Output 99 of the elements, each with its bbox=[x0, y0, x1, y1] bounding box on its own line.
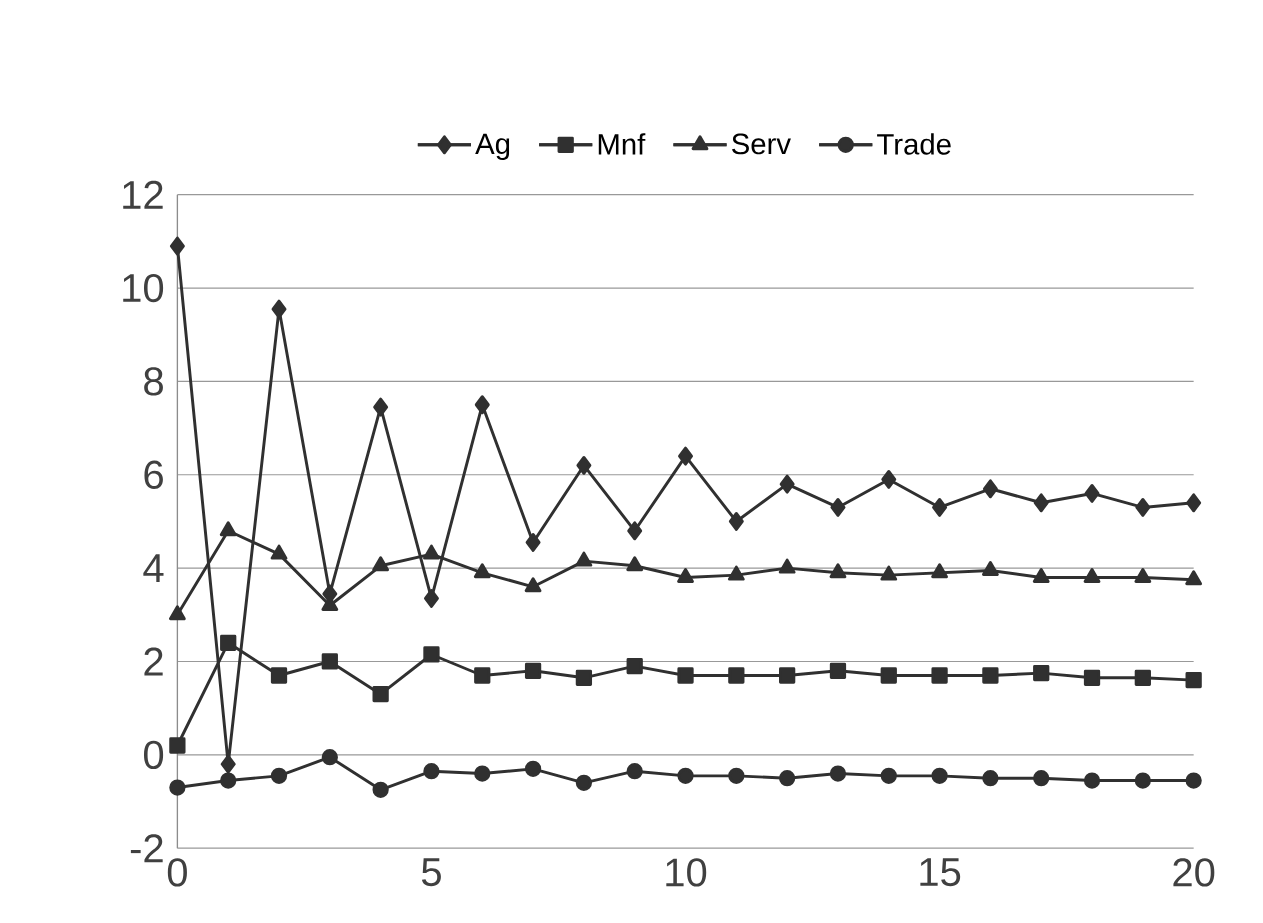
point bbox=[270, 767, 288, 785]
x-tick-label: 5 bbox=[421, 858, 441, 887]
point bbox=[423, 544, 440, 560]
point bbox=[728, 512, 744, 531]
point bbox=[677, 667, 694, 684]
point bbox=[372, 556, 390, 572]
y-tick-label: -2 bbox=[130, 834, 163, 863]
point bbox=[575, 551, 593, 567]
point bbox=[728, 767, 745, 785]
point bbox=[1033, 493, 1049, 513]
point bbox=[931, 563, 948, 579]
point bbox=[1134, 772, 1151, 789]
point bbox=[271, 299, 287, 319]
point bbox=[1084, 484, 1100, 503]
point bbox=[168, 605, 186, 621]
point bbox=[1033, 770, 1050, 787]
y-tick-label: 2 bbox=[144, 647, 163, 676]
legend-label: Trade bbox=[877, 133, 951, 155]
y-tick-label: 10 bbox=[123, 273, 164, 303]
point bbox=[678, 446, 693, 466]
point bbox=[830, 498, 846, 517]
point bbox=[677, 767, 694, 785]
point bbox=[372, 781, 389, 799]
point bbox=[169, 236, 185, 256]
point bbox=[982, 479, 998, 499]
point bbox=[982, 770, 999, 787]
point bbox=[880, 767, 897, 785]
point bbox=[373, 397, 389, 417]
point bbox=[1185, 570, 1203, 586]
point bbox=[626, 763, 643, 780]
point bbox=[220, 754, 236, 774]
point bbox=[524, 577, 542, 593]
point bbox=[474, 395, 490, 415]
point bbox=[1186, 493, 1202, 513]
point bbox=[627, 521, 643, 541]
point bbox=[270, 544, 288, 560]
point bbox=[474, 667, 491, 684]
y-tick-label: 0 bbox=[143, 740, 164, 770]
point bbox=[1134, 568, 1152, 583]
point bbox=[881, 470, 897, 489]
point bbox=[931, 767, 948, 785]
legend-label: Serv bbox=[732, 133, 791, 155]
point bbox=[778, 558, 796, 574]
point bbox=[932, 498, 948, 517]
point bbox=[829, 563, 847, 579]
point bbox=[524, 662, 542, 680]
point bbox=[474, 765, 491, 782]
point bbox=[728, 667, 745, 684]
point bbox=[423, 646, 440, 663]
point bbox=[1185, 672, 1202, 689]
point bbox=[1083, 669, 1101, 687]
point bbox=[219, 521, 237, 537]
point bbox=[220, 772, 237, 789]
x-tick-label: 20 bbox=[1173, 858, 1215, 887]
point bbox=[576, 456, 592, 475]
point bbox=[169, 737, 186, 754]
point bbox=[626, 556, 644, 572]
point bbox=[1134, 669, 1151, 687]
point bbox=[524, 760, 542, 778]
point bbox=[372, 686, 389, 703]
point bbox=[727, 565, 745, 581]
point bbox=[880, 667, 897, 684]
point bbox=[779, 474, 795, 494]
point bbox=[423, 763, 440, 780]
point bbox=[1032, 568, 1050, 583]
point bbox=[473, 563, 491, 579]
x-tick-label: 10 bbox=[666, 858, 707, 887]
point bbox=[575, 774, 593, 792]
point bbox=[321, 749, 338, 766]
x-tick-label: 15 bbox=[920, 858, 961, 887]
y-tick-label: 4 bbox=[143, 554, 164, 582]
point bbox=[982, 561, 999, 576]
legend-label: Mnf bbox=[598, 133, 646, 155]
point bbox=[779, 770, 796, 787]
y-tick-label: 12 bbox=[123, 180, 163, 209]
y-tick-label: 6 bbox=[144, 460, 163, 489]
point bbox=[270, 667, 288, 684]
point bbox=[677, 568, 694, 583]
point bbox=[982, 667, 999, 684]
x-tick-label: 0 bbox=[167, 858, 187, 887]
y-tick-label: 8 bbox=[144, 367, 163, 396]
point bbox=[829, 662, 847, 680]
point bbox=[880, 565, 898, 581]
point bbox=[423, 589, 439, 608]
point bbox=[1083, 568, 1101, 583]
point bbox=[829, 765, 847, 782]
legend-label: Ag bbox=[475, 133, 510, 161]
point bbox=[1033, 665, 1050, 682]
point bbox=[931, 667, 948, 684]
point bbox=[321, 653, 338, 670]
point bbox=[779, 667, 796, 684]
point bbox=[525, 533, 541, 552]
point bbox=[169, 779, 186, 796]
point bbox=[1185, 772, 1202, 789]
point bbox=[1135, 498, 1151, 517]
point bbox=[220, 634, 237, 651]
point bbox=[1083, 772, 1101, 789]
point bbox=[626, 658, 643, 675]
point bbox=[575, 669, 593, 687]
